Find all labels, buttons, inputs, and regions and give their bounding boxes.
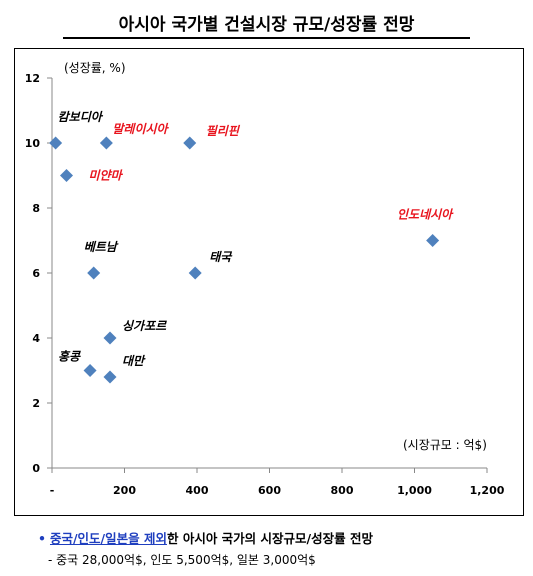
title-underline (63, 37, 470, 39)
x-tick-label: 400 (186, 484, 209, 497)
chart-title: 아시아 국가별 건설시장 규모/성장률 전망 (118, 15, 415, 35)
y-axis-unit-label: (성장률, %) (64, 61, 126, 75)
y-tick-label: 4 (32, 332, 40, 345)
data-point-label: 태국 (209, 250, 233, 264)
x-axis-unit-label: (시장규모 : 억$) (403, 438, 487, 452)
y-tick-label: 6 (32, 267, 40, 280)
data-point-marker (99, 136, 113, 150)
y-tick-label: 0 (32, 462, 40, 475)
data-point-label: 말레이시아 (112, 122, 169, 136)
data-point-label: 미얀마 (89, 169, 124, 183)
footnote-highlight: 중국/인도/일본을 제외 (49, 531, 167, 546)
data-point-label: 싱가포르 (122, 319, 167, 333)
y-tick-label: 12 (25, 72, 40, 85)
data-point-marker (49, 136, 63, 150)
data-point-marker (188, 266, 202, 280)
data-point-marker (103, 370, 117, 384)
footnote-bullet: • (38, 531, 46, 546)
data-point-label: 홍콩 (58, 350, 81, 364)
data-point-marker (60, 169, 73, 182)
data-point-label: 인도네시아 (397, 208, 454, 222)
data-point-label: 필리핀 (206, 124, 241, 138)
y-tick-label: 8 (32, 202, 40, 215)
data-point-label: 대만 (122, 354, 146, 368)
data-point-label: 캄보디아 (58, 110, 104, 124)
x-tick-label: 800 (331, 484, 354, 497)
y-tick-label: 10 (25, 137, 41, 150)
x-tick-label: 200 (113, 484, 136, 497)
data-point-marker (87, 266, 101, 280)
footnote-detail: - 중국 28,000억$, 인도 5,500억$, 일본 3,000억$ (48, 553, 316, 567)
chart-frame (14, 48, 524, 516)
x-tick-label: 1,000 (397, 484, 432, 497)
x-tick-label: - (50, 484, 55, 497)
data-point-label: 베트남 (84, 240, 119, 254)
footnote: • 중국/인도/일본을 제외한 아시아 국가의 시장규모/성장률 전망 (38, 528, 373, 547)
data-point-marker (426, 234, 440, 247)
data-point-marker (83, 364, 97, 377)
data-point-marker (103, 331, 117, 345)
data-point-marker (183, 136, 197, 150)
y-tick-label: 2 (32, 397, 40, 410)
x-tick-label: 600 (258, 484, 281, 497)
x-tick-label: 1,200 (470, 484, 505, 497)
footnote-rest: 한 아시아 국가의 시장규모/성장률 전망 (166, 531, 373, 546)
